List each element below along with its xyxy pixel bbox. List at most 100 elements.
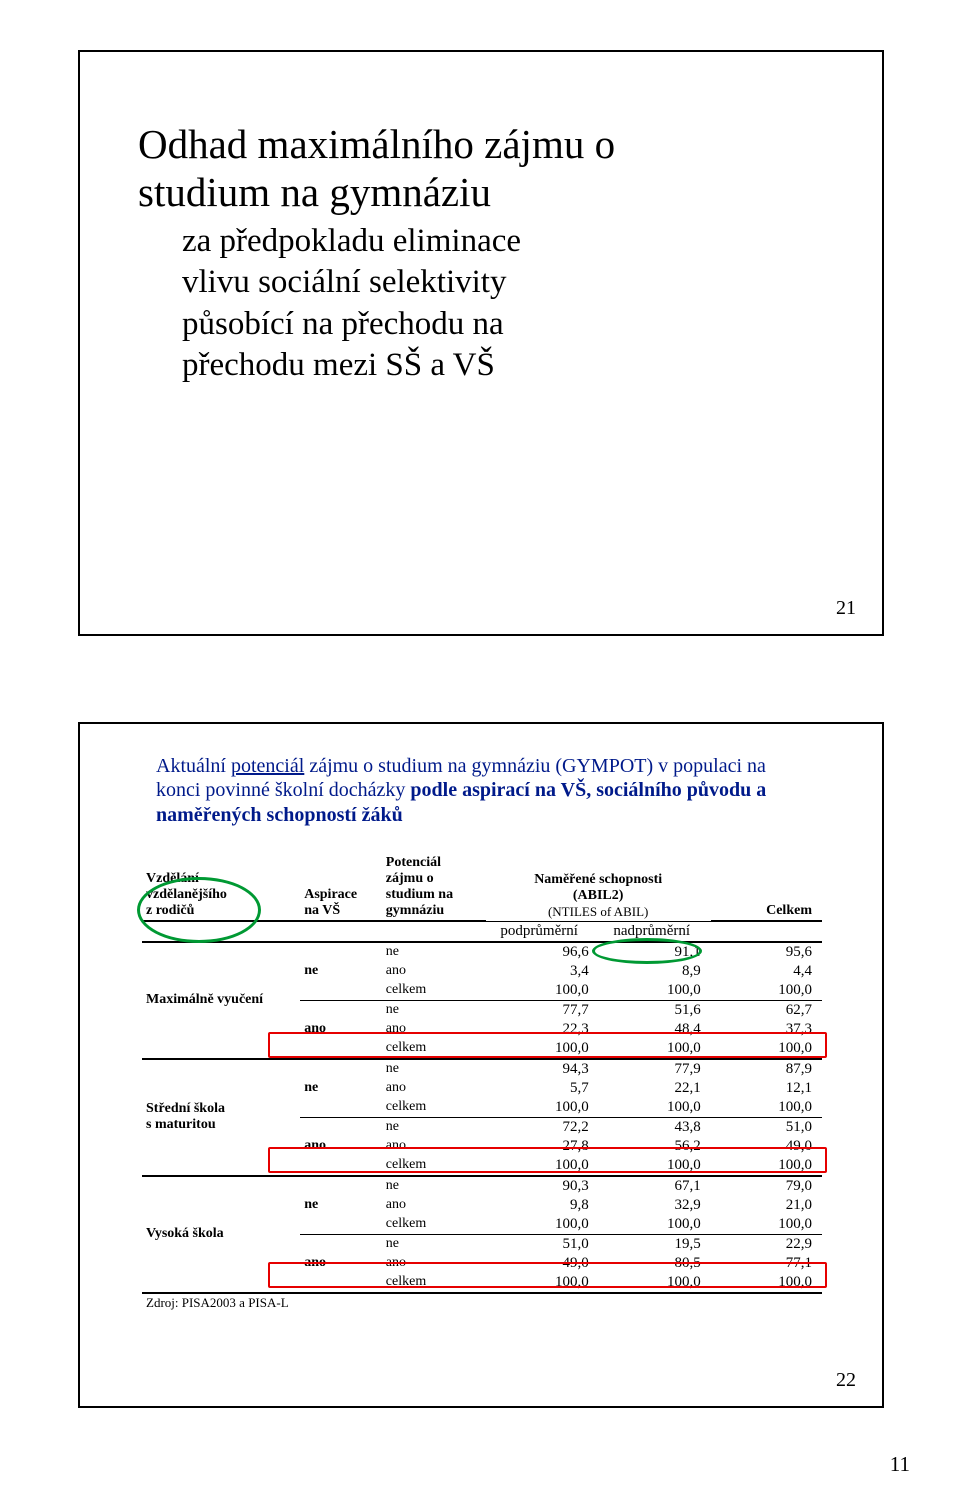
val-hi: 51,6 bbox=[599, 1000, 711, 1020]
hdr-hi: nadprůměrní bbox=[599, 921, 711, 942]
t-bold: podle aspirací na VŠ, sociálního původu … bbox=[410, 779, 766, 801]
title-line2: studium na gymnáziu bbox=[138, 169, 491, 215]
val-lo: 100,0 bbox=[486, 1039, 599, 1059]
val-hi: 43,8 bbox=[599, 1117, 711, 1137]
val-tot: 62,7 bbox=[711, 1000, 822, 1020]
hdr-abil-l1: Naměřené schopnosti bbox=[490, 872, 707, 888]
val-hi: 100,0 bbox=[599, 1098, 711, 1118]
pot-cell: ne bbox=[382, 1000, 486, 1020]
val-tot: 49,0 bbox=[711, 1137, 822, 1156]
hdr-lo: podprůměrní bbox=[486, 921, 599, 942]
val-hi: 100,0 bbox=[599, 1273, 711, 1293]
pot-cell: celkem bbox=[382, 1098, 486, 1118]
val-lo: 100,0 bbox=[486, 1156, 599, 1176]
asp-cell: ne bbox=[300, 1176, 382, 1235]
hdr-pot: Potenciálzájmu ostudium nagymnáziu bbox=[382, 854, 486, 921]
val-lo: 27,8 bbox=[486, 1137, 599, 1156]
val-hi: 22,1 bbox=[599, 1079, 711, 1098]
val-lo: 90,3 bbox=[486, 1176, 599, 1196]
val-lo: 94,3 bbox=[486, 1059, 599, 1079]
t-u: potenciál bbox=[231, 755, 304, 777]
sub-line1: za předpokladu eliminace bbox=[182, 223, 521, 259]
asp-cell: ano bbox=[300, 1117, 382, 1176]
val-hi: 48,4 bbox=[599, 1020, 711, 1039]
val-hi: 100,0 bbox=[599, 1039, 711, 1059]
val-lo: 100,0 bbox=[486, 981, 599, 1001]
val-tot: 12,1 bbox=[711, 1079, 822, 1098]
val-hi: 19,5 bbox=[599, 1234, 711, 1254]
pot-cell: celkem bbox=[382, 1273, 486, 1293]
val-lo: 72,2 bbox=[486, 1117, 599, 1137]
hdr-total: Celkem bbox=[711, 854, 822, 921]
t-pre: Aktuální bbox=[156, 755, 231, 777]
val-hi: 100,0 bbox=[599, 1156, 711, 1176]
pot-cell: ano bbox=[382, 1196, 486, 1215]
table-row: Vysoká školanene90,367,179,0 bbox=[142, 1176, 822, 1196]
val-tot: 21,0 bbox=[711, 1196, 822, 1215]
val-lo: 3,4 bbox=[486, 962, 599, 981]
asp-cell: ano bbox=[300, 1234, 382, 1293]
asp-cell: ne bbox=[300, 1059, 382, 1118]
pot-cell: ano bbox=[382, 1254, 486, 1273]
val-lo: 51,0 bbox=[486, 1234, 599, 1254]
val-tot: 100,0 bbox=[711, 981, 822, 1001]
val-tot: 77,1 bbox=[711, 1254, 822, 1273]
hdr-abil: Naměřené schopnosti (ABIL2) (NTILES of A… bbox=[486, 854, 711, 921]
val-tot: 100,0 bbox=[711, 1098, 822, 1118]
val-lo: 49,0 bbox=[486, 1254, 599, 1273]
val-hi: 8,9 bbox=[599, 962, 711, 981]
val-lo: 96,6 bbox=[486, 942, 599, 962]
val-tot: 51,0 bbox=[711, 1117, 822, 1137]
val-lo: 100,0 bbox=[486, 1273, 599, 1293]
val-hi: 100,0 bbox=[599, 1215, 711, 1235]
val-tot: 22,9 bbox=[711, 1234, 822, 1254]
asp-cell: ano bbox=[300, 1000, 382, 1059]
pot-cell: celkem bbox=[382, 981, 486, 1001]
val-lo: 9,8 bbox=[486, 1196, 599, 1215]
hdr-edu: Vzdělánívzdělanějšíhoz rodičů bbox=[142, 854, 300, 921]
pot-cell: ne bbox=[382, 942, 486, 962]
val-tot: 79,0 bbox=[711, 1176, 822, 1196]
data-table: Vzdělánívzdělanějšíhoz rodičů Aspiracena… bbox=[142, 854, 822, 1312]
val-lo: 22,3 bbox=[486, 1020, 599, 1039]
page: Odhad maximálního zájmu o studium na gym… bbox=[0, 0, 960, 1507]
val-lo: 100,0 bbox=[486, 1098, 599, 1118]
val-hi: 67,1 bbox=[599, 1176, 711, 1196]
pot-cell: ne bbox=[382, 1176, 486, 1196]
pot-cell: celkem bbox=[382, 1039, 486, 1059]
page-number: 11 bbox=[890, 1452, 910, 1477]
val-tot: 100,0 bbox=[711, 1156, 822, 1176]
pot-cell: ano bbox=[382, 1137, 486, 1156]
slide-number: 21 bbox=[836, 597, 856, 620]
slide2-title: Aktuální potenciál zájmu o studium na gy… bbox=[156, 754, 822, 827]
val-tot: 37,3 bbox=[711, 1020, 822, 1039]
val-lo: 100,0 bbox=[486, 1215, 599, 1235]
t-l3: naměřených schopností žáků bbox=[156, 804, 403, 826]
val-lo: 5,7 bbox=[486, 1079, 599, 1098]
pot-cell: ne bbox=[382, 1117, 486, 1137]
sub-line2: vlivu sociální selektivity bbox=[182, 264, 506, 300]
val-hi: 100,0 bbox=[599, 981, 711, 1001]
val-tot: 100,0 bbox=[711, 1215, 822, 1235]
val-tot: 100,0 bbox=[711, 1273, 822, 1293]
edu-cell: Maximálně vyučení bbox=[142, 942, 300, 1059]
sub-line4: přechodu mezi SŠ a VŠ bbox=[182, 347, 495, 383]
table-row: Střední školas maturitounene94,377,987,9 bbox=[142, 1059, 822, 1079]
val-tot: 95,6 bbox=[711, 942, 822, 962]
t-post1: zájmu o studium na gymnáziu (GYMPOT) v p… bbox=[304, 755, 766, 777]
pot-cell: celkem bbox=[382, 1156, 486, 1176]
t-l2: konci povinné školní docházky bbox=[156, 779, 410, 801]
table-body: Maximálně vyučenínene96,691,195,6ano3,48… bbox=[142, 942, 822, 1293]
edu-cell: Střední školas maturitou bbox=[142, 1059, 300, 1176]
pot-cell: ano bbox=[382, 1079, 486, 1098]
asp-cell: ne bbox=[300, 942, 382, 1001]
slide-21-content: Odhad maximálního zájmu o studium na gym… bbox=[80, 52, 882, 407]
title-line1: Odhad maximálního zájmu o bbox=[138, 121, 615, 167]
pot-cell: ano bbox=[382, 962, 486, 981]
val-tot: 4,4 bbox=[711, 962, 822, 981]
val-hi: 91,1 bbox=[599, 942, 711, 962]
edu-cell: Vysoká škola bbox=[142, 1176, 300, 1293]
slide-21: Odhad maximálního zájmu o studium na gym… bbox=[78, 50, 884, 636]
slide-title: Odhad maximálního zájmu o studium na gym… bbox=[138, 120, 842, 217]
val-tot: 100,0 bbox=[711, 1039, 822, 1059]
